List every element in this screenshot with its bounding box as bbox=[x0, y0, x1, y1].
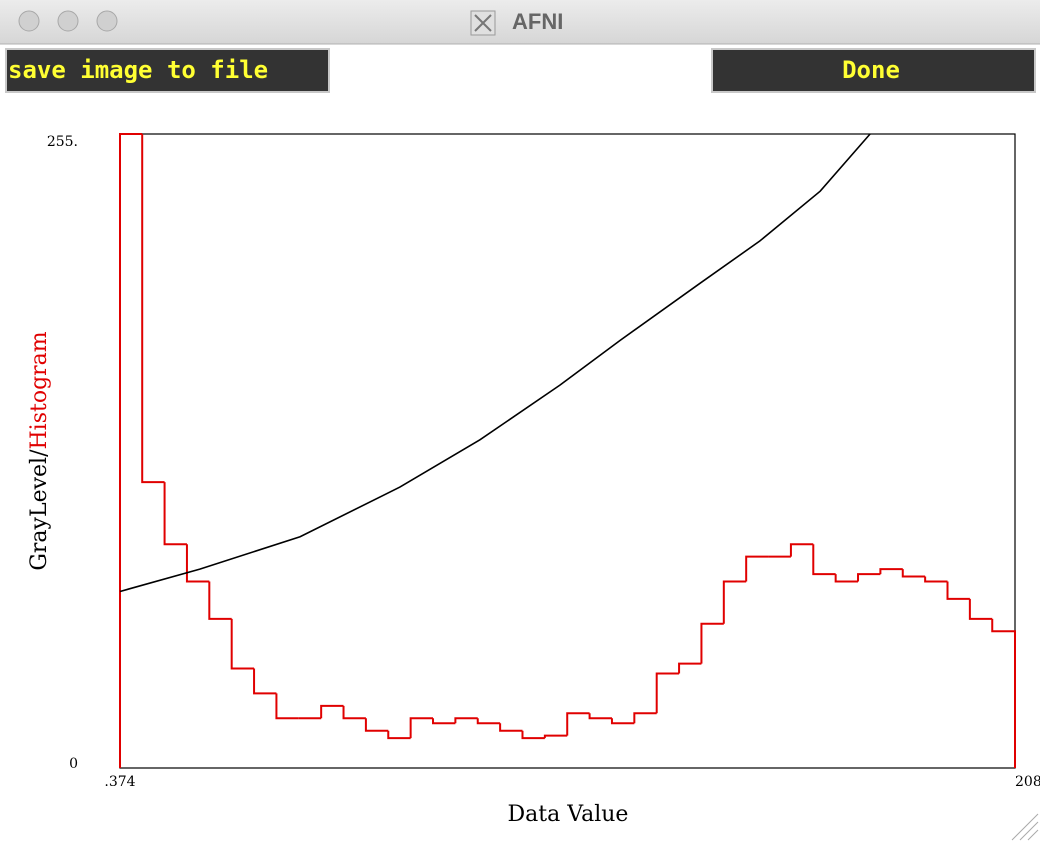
y-axis-label: GrayLevel/Histogram bbox=[27, 331, 52, 570]
save-button-label: save image to file bbox=[8, 56, 268, 84]
y-tick-label: 255. bbox=[47, 134, 78, 150]
histogram-bin bbox=[991, 618, 1016, 768]
histogram-bin bbox=[253, 668, 277, 695]
histogram-bin bbox=[432, 718, 456, 725]
histogram-bin bbox=[499, 723, 523, 732]
histogram-bin bbox=[364, 718, 389, 732]
histogram-bin bbox=[566, 712, 590, 736]
x-axis-label: Data Value bbox=[508, 802, 629, 827]
histogram-bin bbox=[588, 713, 612, 720]
y-tick-label: 0 bbox=[69, 756, 78, 772]
minimize-button[interactable] bbox=[57, 10, 79, 32]
y-axis-label-hist: Histogram bbox=[27, 331, 52, 449]
histogram-bin bbox=[946, 581, 970, 600]
histogram-bin bbox=[141, 134, 165, 484]
histogram-bin bbox=[924, 576, 948, 583]
histogram-bin bbox=[722, 580, 747, 624]
done-button[interactable]: Done bbox=[711, 48, 1036, 93]
histogram-bin bbox=[208, 581, 232, 620]
histogram-bin bbox=[342, 705, 366, 720]
histogram-bin bbox=[476, 718, 501, 725]
gray-level-curve bbox=[119, 133, 871, 593]
histogram-bin bbox=[834, 574, 859, 583]
histogram-bin bbox=[275, 693, 299, 720]
histogram-bin bbox=[119, 133, 143, 768]
histogram-bin bbox=[700, 622, 724, 664]
histogram-bin bbox=[521, 730, 545, 740]
histogram-bin bbox=[901, 569, 926, 578]
close-button[interactable] bbox=[18, 10, 40, 32]
histogram-bin bbox=[678, 662, 702, 674]
histogram-bin bbox=[320, 704, 344, 719]
histogram-bin bbox=[789, 543, 814, 557]
done-button-label: Done bbox=[842, 56, 900, 84]
done-button-face bbox=[713, 50, 1034, 91]
histogram-bin bbox=[454, 717, 478, 724]
histogram-bin bbox=[409, 717, 434, 739]
save-button-face bbox=[7, 50, 328, 91]
histogram-bin bbox=[857, 573, 881, 582]
histogram-bin bbox=[230, 618, 255, 670]
resize-grip[interactable] bbox=[1011, 813, 1039, 841]
histogram-bin bbox=[745, 555, 769, 582]
zoom-button[interactable] bbox=[96, 10, 118, 32]
title-bar bbox=[0, 0, 1040, 44]
histogram-bin bbox=[543, 734, 568, 739]
save-button[interactable]: save image to file bbox=[5, 48, 330, 93]
histogram-bin bbox=[879, 568, 903, 575]
x-tick-label: .374 bbox=[104, 774, 135, 790]
histogram-bin bbox=[633, 712, 657, 724]
histogram-bin bbox=[655, 672, 680, 714]
histogram-bin bbox=[610, 718, 635, 725]
histogram-bin bbox=[812, 544, 836, 576]
x-icon-glyph bbox=[474, 14, 492, 32]
x-tick-label: 2080.9 bbox=[1015, 774, 1040, 790]
histogram-bin bbox=[163, 482, 187, 546]
histogram-bin bbox=[968, 598, 993, 620]
y-axis-label-gray: GrayLevel/ bbox=[27, 449, 52, 571]
histogram-bin bbox=[185, 544, 210, 583]
histogram-bin bbox=[387, 730, 411, 740]
window-title: AFNI bbox=[512, 9, 563, 34]
